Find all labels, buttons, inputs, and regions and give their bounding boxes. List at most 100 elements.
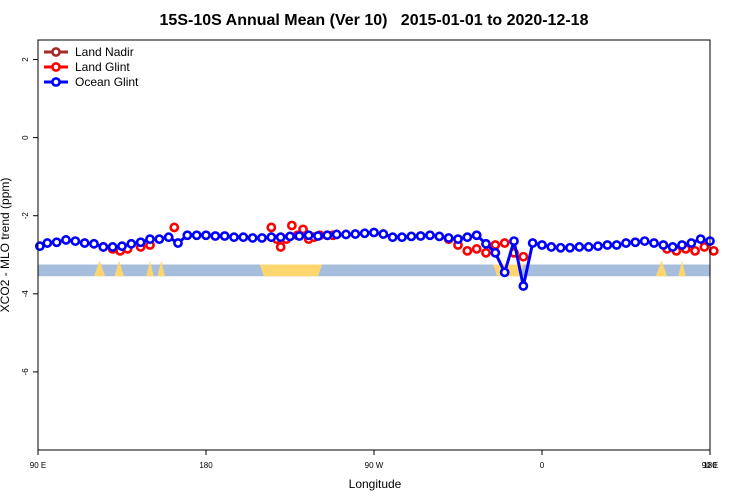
land-band xyxy=(655,260,668,277)
land-band xyxy=(146,260,154,277)
data-point xyxy=(611,240,622,250)
data-point xyxy=(34,241,45,252)
data-point xyxy=(499,267,510,278)
x-tick-label: 90 E xyxy=(702,461,718,470)
data-point xyxy=(490,240,501,250)
data-point xyxy=(173,238,183,248)
data-point xyxy=(51,237,62,248)
legend-label: Ocean Glint xyxy=(75,75,139,89)
data-point xyxy=(359,228,370,239)
data-point xyxy=(238,232,249,243)
y-tick-label: -6 xyxy=(21,368,30,376)
data-point xyxy=(70,236,81,246)
y-tick-label: -2 xyxy=(21,212,30,220)
data-point xyxy=(313,231,323,241)
data-point xyxy=(621,238,631,248)
data-point xyxy=(275,242,286,252)
land-band xyxy=(94,260,106,277)
data-point xyxy=(565,242,575,253)
data-point xyxy=(61,235,71,245)
data-point xyxy=(630,237,641,248)
legend-label: Land Nadir xyxy=(75,45,134,59)
data-point xyxy=(275,232,286,243)
data-point xyxy=(686,238,697,248)
data-point xyxy=(397,232,407,243)
data-point xyxy=(331,229,342,240)
data-point xyxy=(518,281,529,291)
data-point xyxy=(169,222,180,233)
data-point xyxy=(163,232,174,243)
data-point xyxy=(135,237,146,248)
y-tick-label: 2 xyxy=(21,57,30,62)
data-point xyxy=(42,238,53,248)
data-point xyxy=(481,247,491,258)
data-point xyxy=(286,220,297,231)
legend-marker xyxy=(51,77,61,87)
data-point xyxy=(285,231,295,242)
data-point xyxy=(490,247,501,258)
data-point xyxy=(639,236,650,246)
data-point xyxy=(378,229,389,239)
data-point xyxy=(708,245,719,256)
data-point xyxy=(117,241,127,252)
data-point xyxy=(593,241,603,252)
data-point xyxy=(527,238,538,248)
data-point xyxy=(322,230,333,241)
data-point xyxy=(257,233,267,243)
data-point xyxy=(462,245,473,256)
series-ocean-glint xyxy=(34,227,715,291)
y-axis-label: XCO2 - MLO trend (ppm) xyxy=(0,178,12,313)
x-tick-label: 0 xyxy=(540,461,545,470)
x-tick-label: 90 E xyxy=(30,461,46,470)
x-tick-label: 90 W xyxy=(365,461,384,470)
data-point xyxy=(266,222,277,233)
data-point xyxy=(574,242,585,252)
data-point xyxy=(369,227,379,238)
data-point xyxy=(98,242,109,252)
data-point xyxy=(303,230,314,241)
data-point xyxy=(387,232,398,243)
data-point xyxy=(462,232,473,243)
data-point xyxy=(658,240,669,250)
land-band xyxy=(678,260,686,277)
data-point xyxy=(415,231,426,241)
data-point xyxy=(126,238,137,249)
data-point xyxy=(695,234,706,245)
land-band xyxy=(157,260,165,277)
data-point xyxy=(341,229,351,240)
data-point xyxy=(677,240,687,250)
legend-label: Land Glint xyxy=(75,60,130,74)
data-point xyxy=(499,238,510,248)
x-axis-label: Longitude xyxy=(349,477,402,491)
data-point xyxy=(434,231,445,242)
data-point xyxy=(266,232,277,243)
data-point xyxy=(471,230,482,241)
chart-title: 15S-10S Annual Mean (Ver 10) 2015-01-01 … xyxy=(160,12,589,29)
data-point xyxy=(294,231,305,241)
x-tick-label: 180 xyxy=(199,461,213,470)
data-point xyxy=(210,231,221,241)
y-axis-ticks: 2 0 -2 -4 -6 xyxy=(21,57,38,376)
plot-area xyxy=(34,220,719,291)
data-point xyxy=(583,242,594,252)
data-point xyxy=(555,242,566,253)
data-point xyxy=(191,230,202,241)
data-point xyxy=(537,240,547,250)
data-point xyxy=(201,230,211,241)
data-point xyxy=(546,242,557,252)
land-band xyxy=(259,264,322,277)
data-point xyxy=(182,230,193,241)
data-point xyxy=(602,240,613,250)
data-point xyxy=(145,234,155,245)
data-point xyxy=(107,242,118,252)
data-point xyxy=(154,234,165,245)
plot-frame xyxy=(37,39,711,451)
y-tick-label: -4 xyxy=(21,290,30,298)
data-point xyxy=(667,242,678,252)
land-ocean-band xyxy=(38,260,710,277)
data-point xyxy=(219,231,230,241)
ocean-band xyxy=(38,264,710,277)
data-point xyxy=(471,244,482,254)
